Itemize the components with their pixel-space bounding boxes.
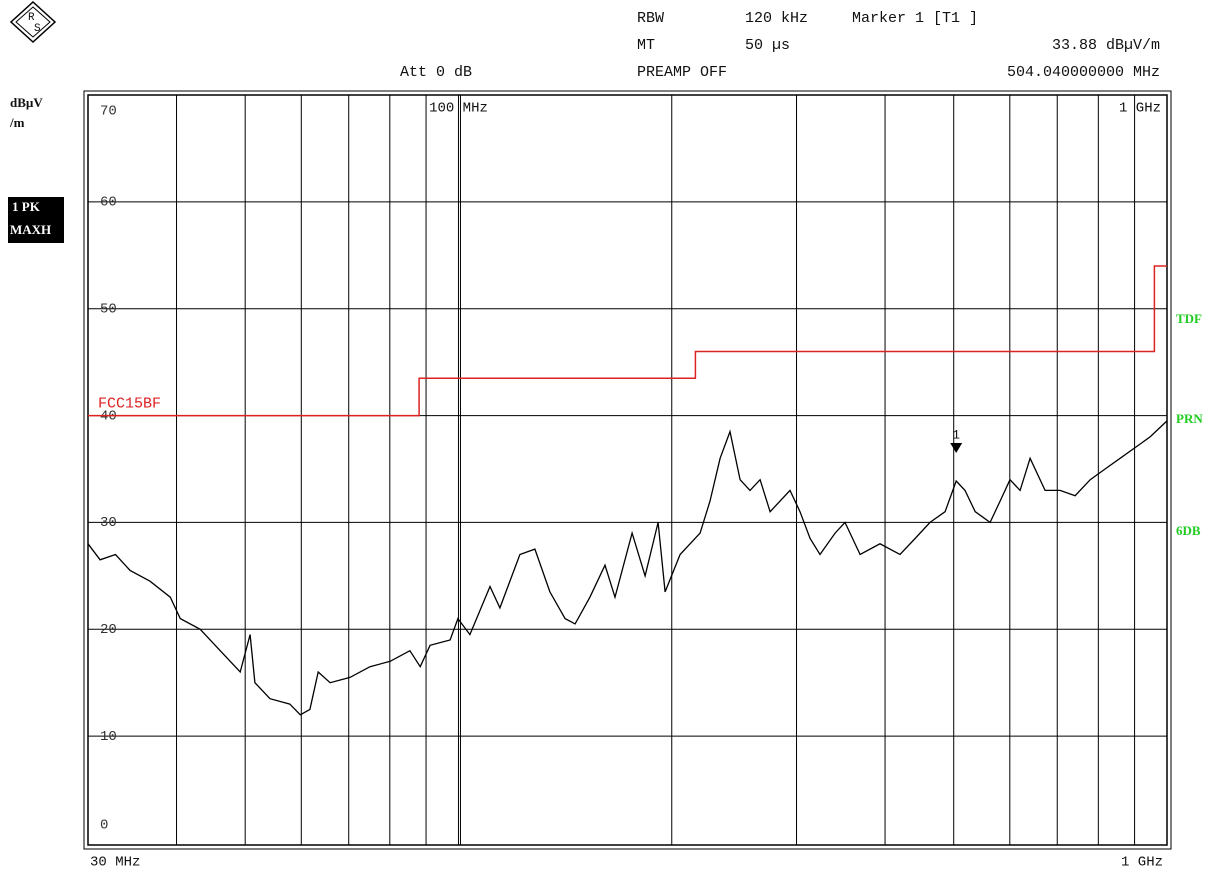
marker	[950, 442, 963, 453]
mt-label: MT	[637, 37, 655, 54]
x-tick-label: 100 MHz	[429, 101, 488, 117]
logo-diamond-inner	[15, 6, 51, 38]
trace-mode: 1 PK	[12, 199, 41, 214]
rbw-value: 120 kHz	[745, 10, 808, 27]
x-tick-label: 1 GHz	[1121, 855, 1163, 870]
limit-label: FCC15BF	[98, 396, 161, 413]
y-tick-label: 10	[100, 729, 117, 745]
trace-detector: MAXH	[10, 222, 51, 237]
unit-label: dBµV	[10, 95, 43, 110]
marker-frequency: 504.040000000 MHz	[1007, 64, 1160, 81]
y-tick-label: 0	[100, 818, 108, 834]
trace-line	[88, 265, 1167, 417]
y-tick-label: 30	[100, 515, 117, 531]
side-label: 6DB	[1176, 523, 1201, 538]
marker-label: 1	[952, 427, 960, 442]
marker-title: Marker 1 [T1 ]	[852, 10, 978, 27]
plot-frame-outer	[83, 90, 1172, 850]
marker-level: 33.88 dBµV/m	[1052, 37, 1160, 54]
rbw-label: RBW	[637, 10, 664, 27]
trace-badge	[8, 197, 64, 243]
x-tick-label: 1 GHz	[1119, 101, 1161, 117]
logo-r: R	[28, 12, 35, 24]
trace-line	[87, 420, 1168, 716]
logo: R S	[9, 0, 57, 44]
attenuation: Att 0 dB	[400, 64, 472, 81]
y-tick-label: 50	[100, 301, 117, 317]
y-tick-label: 70	[100, 104, 117, 120]
plot-frame	[87, 94, 1168, 846]
mt-value: 50 µs	[745, 37, 790, 54]
unit-label: /m	[9, 115, 25, 130]
x-tick-label: 30 MHz	[90, 855, 140, 870]
logo-diamond	[9, 0, 57, 44]
y-tick-label: 60	[100, 195, 117, 211]
preamp: PREAMP OFF	[637, 64, 727, 81]
logo-s: S	[34, 23, 41, 35]
y-tick-label: 20	[100, 622, 117, 638]
side-label: TDF	[1176, 311, 1202, 326]
side-label: PRN	[1176, 411, 1203, 426]
